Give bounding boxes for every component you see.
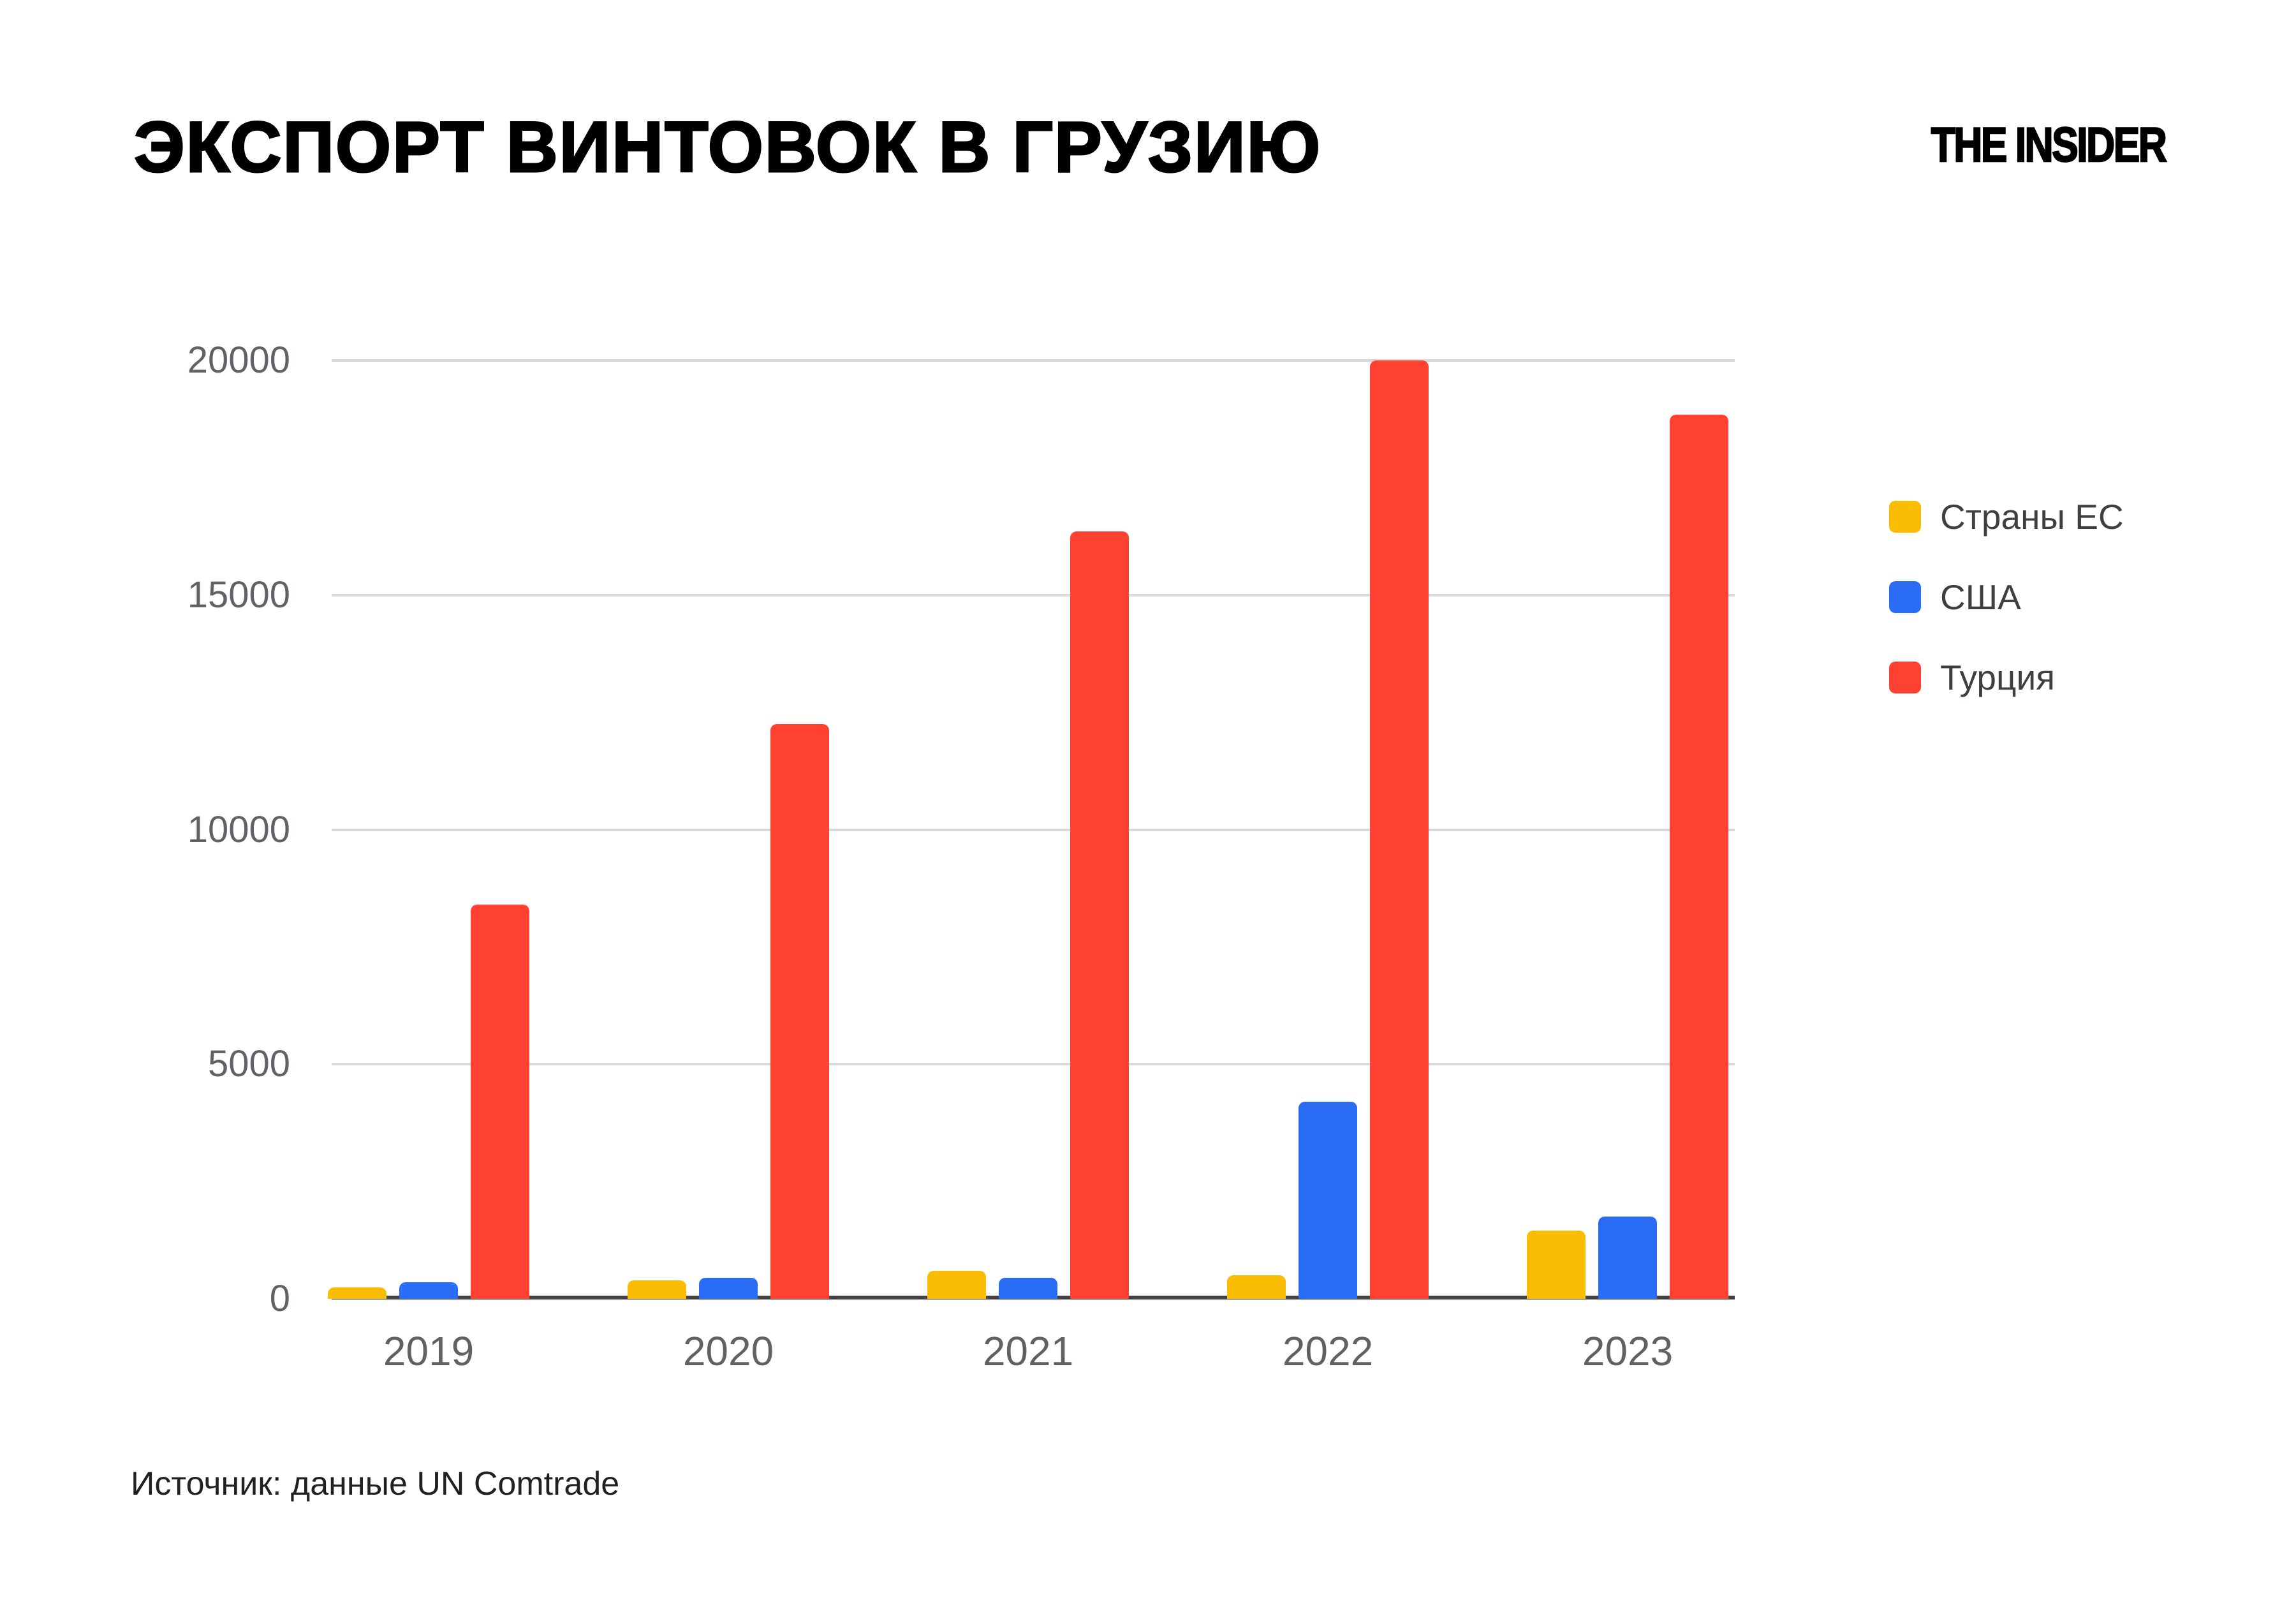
bar-group-2021: [927, 531, 1129, 1299]
legend-item-usa: США: [1889, 577, 2124, 618]
bar-eu-2022: [1227, 1275, 1286, 1299]
bar-group-2019: [328, 905, 529, 1299]
bar-turkey-2021: [1070, 531, 1129, 1299]
y-gridline-15000: [332, 593, 1735, 596]
legend-label-turkey: Турция: [1940, 658, 2055, 697]
bar-usa-2021: [999, 1278, 1057, 1299]
x-axis-label-2020: 2020: [682, 1328, 774, 1374]
y-axis-label-0: 0: [269, 1278, 290, 1319]
x-axis-label-2022: 2022: [1282, 1328, 1374, 1374]
y-gridline-20000: [332, 359, 1735, 362]
legend-swatch-eu: [1889, 501, 1921, 533]
bar-turkey-2022: [1370, 360, 1429, 1299]
y-gridline-10000: [332, 828, 1735, 831]
y-gridline-5000: [332, 1063, 1735, 1066]
y-axis-label-20000: 20000: [187, 339, 290, 381]
source-note: Источник: данные UN Comtrade: [131, 1465, 620, 1502]
bar-turkey-2020: [770, 724, 829, 1299]
legend-swatch-usa: [1889, 581, 1921, 613]
y-axis-label-15000: 15000: [187, 574, 290, 616]
brand-logo: THE INSIDER: [1930, 117, 2167, 174]
y-axis-label-10000: 10000: [187, 808, 290, 850]
x-axis-label-2021: 2021: [982, 1328, 1074, 1374]
bar-usa-2020: [699, 1278, 758, 1299]
bar-eu-2021: [927, 1271, 986, 1299]
y-axis-label-5000: 5000: [207, 1043, 290, 1085]
bar-eu-2023: [1527, 1231, 1586, 1299]
bar-usa-2022: [1299, 1102, 1357, 1299]
legend-swatch-turkey: [1889, 662, 1921, 693]
legend-label-eu: Страны ЕС: [1940, 497, 2124, 537]
bar-group-2023: [1527, 415, 1728, 1299]
bar-usa-2019: [399, 1282, 458, 1299]
x-axis-label-2023: 2023: [1582, 1328, 1674, 1374]
bar-turkey-2023: [1670, 415, 1728, 1299]
legend-label-usa: США: [1940, 577, 2021, 617]
x-axis-label-2019: 2019: [383, 1328, 475, 1374]
bar-group-2020: [628, 724, 829, 1299]
bar-turkey-2019: [471, 905, 529, 1299]
page-title: ЭКСПОРТ ВИНТОВОК В ГРУЗИЮ: [133, 107, 1322, 187]
bar-usa-2023: [1598, 1217, 1657, 1299]
bar-eu-2019: [328, 1287, 386, 1299]
bar-group-2022: [1227, 360, 1429, 1299]
chart-legend: Страны ЕС США Турция: [1889, 496, 2124, 737]
bar-eu-2020: [628, 1280, 686, 1299]
chart-plot-area: 0 5000 10000 15000 20000 2019 2020 2021 2022 2023: [188, 340, 1735, 1374]
legend-item-turkey: Турция: [1889, 657, 2124, 698]
legend-item-eu: Страны ЕС: [1889, 496, 2124, 537]
